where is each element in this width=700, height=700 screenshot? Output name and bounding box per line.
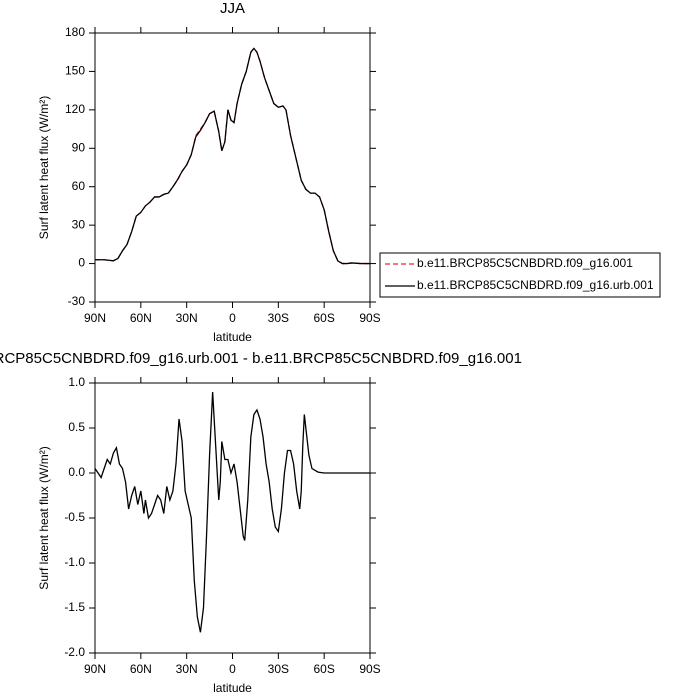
x-tick-label: 30N [176, 311, 198, 325]
y-axis-label: Surf latent heat flux (W/m²) [37, 96, 51, 239]
x-axis-label: latitude [213, 681, 252, 695]
x-axis-label: latitude [213, 330, 252, 344]
x-tick-label: 0 [229, 311, 236, 325]
plot-frame [94, 32, 371, 303]
data-line [95, 47, 370, 265]
x-tick-label: 30S [268, 311, 289, 325]
y-tick-label: -2.0 [64, 645, 85, 659]
y-tick-label: 60 [72, 179, 86, 193]
y-tick-label: -0.5 [64, 510, 85, 524]
y-tick-label: 120 [65, 102, 85, 116]
y-tick-label: 30 [72, 217, 86, 231]
legend-label: b.e11.BRCP85C5CNBDRD.f09_g16.urb.001 [417, 278, 654, 292]
chart-title: b.e11.BRCP85C5CNBDRD.f09_g16.urb.001 - b… [0, 350, 522, 367]
y-tick-label: 90 [72, 140, 86, 154]
x-tick-label: 90S [359, 311, 380, 325]
x-tick-label: 60N [130, 311, 152, 325]
chart-title: JJA [220, 0, 245, 17]
legend-box [379, 252, 661, 298]
x-tick-label: 90N [84, 311, 106, 325]
x-tick-label: 30N [176, 662, 198, 676]
plot-frame [94, 382, 371, 654]
x-tick-label: 60S [313, 662, 334, 676]
y-tick-label: -1.0 [64, 555, 85, 569]
x-tick-label: 60N [130, 662, 152, 676]
x-tick-label: 90N [84, 662, 106, 676]
x-tick-label: 60S [313, 311, 334, 325]
data-line [94, 391, 370, 633]
y-tick-label: 0.5 [68, 420, 85, 434]
y-tick-label: -30 [68, 294, 86, 308]
y-tick-label: 1.0 [68, 375, 85, 389]
x-tick-label: 0 [229, 662, 236, 676]
x-tick-label: 30S [268, 662, 289, 676]
y-tick-label: 0 [78, 256, 85, 270]
y-tick-label: 180 [65, 25, 85, 39]
y-axis-label: Surf latent heat flux (W/m²) [37, 446, 51, 589]
legend-label: b.e11.BRCP85C5CNBDRD.f09_g16.001 [417, 256, 633, 270]
y-tick-label: 150 [65, 64, 85, 78]
x-tick-label: 90S [359, 662, 380, 676]
y-tick-label: 0.0 [68, 465, 85, 479]
y-tick-label: -1.5 [64, 600, 85, 614]
